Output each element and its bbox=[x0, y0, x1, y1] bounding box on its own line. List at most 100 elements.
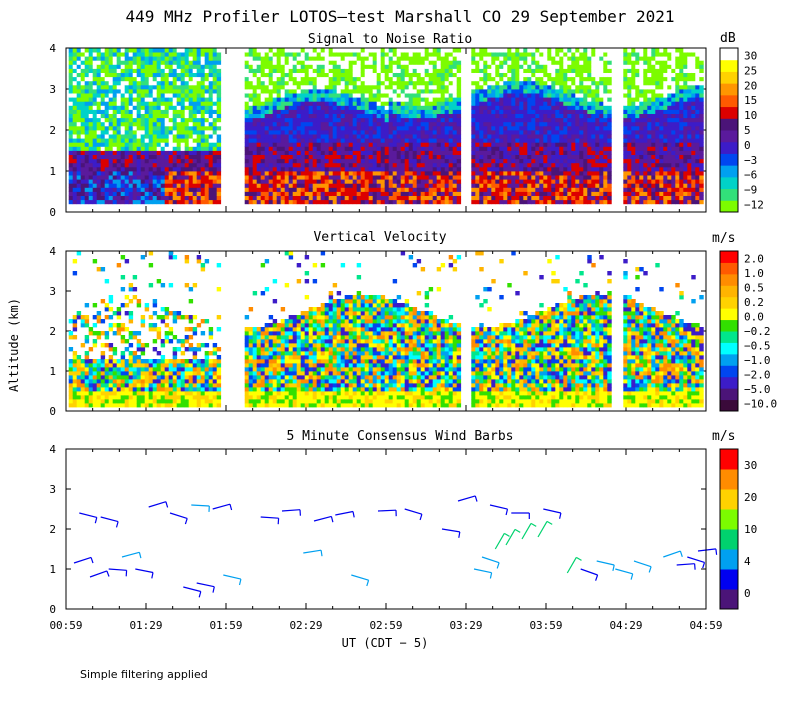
heatmap-cell bbox=[539, 179, 543, 184]
heatmap-cell bbox=[85, 101, 89, 106]
heatmap-cell bbox=[141, 60, 145, 65]
heatmap-cell bbox=[205, 73, 209, 78]
heatmap-cell bbox=[117, 48, 121, 53]
heatmap-cell bbox=[563, 73, 567, 78]
heatmap-cell bbox=[445, 52, 449, 57]
heatmap-cell bbox=[393, 77, 397, 82]
heatmap-cell bbox=[333, 69, 337, 74]
heatmap-cell bbox=[377, 134, 381, 139]
heatmap-cell bbox=[165, 60, 169, 65]
heatmap-cell bbox=[113, 97, 117, 102]
heatmap-cell bbox=[535, 175, 539, 180]
heatmap-cell bbox=[385, 60, 389, 65]
heatmap-cell bbox=[487, 192, 491, 197]
heatmap-cell bbox=[105, 192, 109, 197]
heatmap-cell bbox=[591, 89, 595, 94]
heatmap-cell bbox=[357, 159, 361, 164]
heatmap-cell bbox=[177, 89, 181, 94]
heatmap-cell bbox=[587, 200, 591, 205]
heatmap-cell bbox=[97, 97, 101, 102]
heatmap-cell bbox=[149, 89, 153, 94]
heatmap-cell bbox=[153, 175, 157, 180]
heatmap-cell bbox=[289, 64, 293, 69]
heatmap-cell bbox=[201, 77, 205, 82]
heatmap-cell bbox=[281, 105, 285, 110]
heatmap-cell bbox=[265, 171, 269, 176]
heatmap-cell bbox=[325, 138, 329, 143]
heatmap-cell bbox=[421, 146, 425, 151]
heatmap-cell bbox=[261, 64, 265, 69]
heatmap-cell bbox=[97, 187, 101, 192]
heatmap-cell bbox=[519, 85, 523, 90]
heatmap-cell bbox=[583, 64, 587, 69]
heatmap-cell bbox=[337, 118, 341, 123]
heatmap-cell bbox=[559, 77, 563, 82]
heatmap-cell bbox=[361, 56, 365, 61]
heatmap-cell bbox=[543, 64, 547, 69]
heatmap-cell bbox=[161, 142, 165, 147]
heatmap-cell bbox=[69, 146, 73, 151]
heatmap-cell bbox=[297, 142, 301, 147]
heatmap-cell bbox=[77, 122, 81, 127]
heatmap-cell bbox=[281, 48, 285, 53]
heatmap-cell bbox=[337, 130, 341, 135]
heatmap-cell bbox=[289, 155, 293, 160]
heatmap-cell bbox=[401, 196, 405, 201]
heatmap-cell bbox=[249, 93, 253, 98]
heatmap-cell bbox=[285, 151, 289, 156]
heatmap-cell bbox=[535, 118, 539, 123]
heatmap-cell bbox=[249, 142, 253, 147]
heatmap-cell bbox=[293, 175, 297, 180]
heatmap-cell bbox=[397, 126, 401, 130]
heatmap-cell bbox=[153, 187, 157, 192]
heatmap-cell bbox=[149, 192, 153, 197]
heatmap-cell bbox=[437, 142, 441, 147]
heatmap-cell bbox=[193, 93, 197, 98]
heatmap-cell bbox=[193, 134, 197, 139]
heatmap-cell bbox=[141, 64, 145, 69]
heatmap-cell bbox=[273, 175, 277, 180]
heatmap-cell bbox=[317, 105, 321, 110]
heatmap-cell bbox=[433, 52, 437, 57]
heatmap-cell bbox=[325, 179, 329, 184]
heatmap-cell bbox=[141, 171, 145, 176]
heatmap-cell bbox=[209, 48, 213, 53]
heatmap-cell bbox=[305, 146, 309, 151]
heatmap-cell bbox=[113, 146, 117, 151]
heatmap-cell bbox=[409, 167, 413, 172]
heatmap-cell bbox=[157, 118, 161, 123]
heatmap-cell bbox=[413, 110, 417, 115]
heatmap-cell bbox=[97, 118, 101, 123]
heatmap-cell bbox=[313, 97, 317, 102]
heatmap-cell bbox=[523, 64, 527, 69]
heatmap-cell bbox=[101, 171, 105, 176]
heatmap-cell bbox=[313, 200, 317, 205]
heatmap-cell bbox=[555, 73, 559, 78]
heatmap-cell bbox=[145, 163, 149, 168]
heatmap-cell bbox=[257, 52, 261, 57]
heatmap-cell bbox=[357, 130, 361, 135]
heatmap-cell bbox=[369, 48, 373, 53]
heatmap-cell bbox=[101, 77, 105, 82]
heatmap-cell bbox=[579, 167, 583, 172]
heatmap-cell bbox=[571, 126, 575, 130]
heatmap-cell bbox=[133, 101, 137, 106]
heatmap-cell bbox=[453, 187, 457, 192]
heatmap-cell bbox=[81, 192, 85, 197]
heatmap-cell bbox=[389, 60, 393, 65]
heatmap-cell bbox=[89, 101, 93, 106]
heatmap-cell bbox=[181, 118, 185, 123]
heatmap-cell bbox=[603, 183, 607, 188]
heatmap-cell bbox=[313, 179, 317, 184]
heatmap-cell bbox=[217, 175, 221, 180]
heatmap-cell bbox=[457, 73, 461, 78]
heatmap-cell bbox=[551, 175, 555, 180]
heatmap-cell bbox=[397, 110, 401, 115]
heatmap-cell bbox=[353, 122, 357, 127]
heatmap-cell bbox=[425, 200, 429, 205]
heatmap-cell bbox=[89, 114, 93, 119]
heatmap-cell bbox=[129, 73, 133, 78]
heatmap-cell bbox=[197, 114, 201, 119]
heatmap-cell bbox=[595, 167, 599, 172]
heatmap-cell bbox=[257, 110, 261, 115]
